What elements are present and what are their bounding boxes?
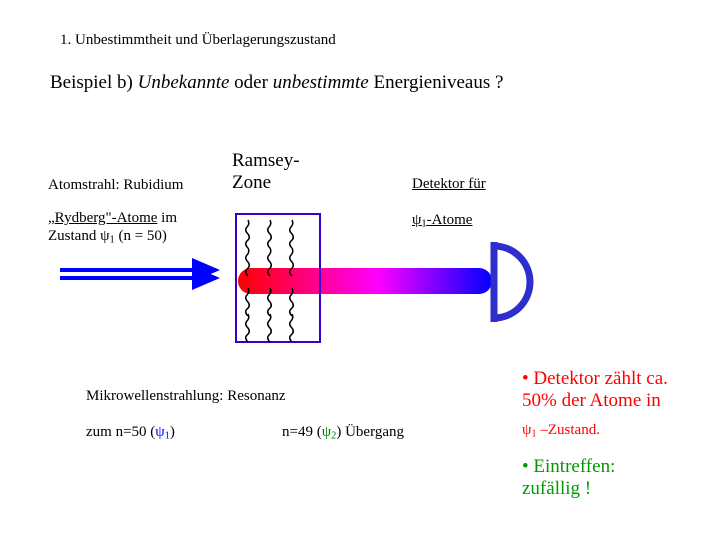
zum-psi1: ψ1: [155, 424, 170, 440]
n49-prefix: n=49 (: [282, 424, 322, 440]
zum-prefix: zum n=50 (: [86, 424, 155, 440]
mikrowellen-label: Mikrowellenstrahlung: Resonanz: [86, 388, 286, 405]
bullet-detector-line1: • Detektor zählt ca.: [522, 368, 668, 390]
zum-suffix: ): [170, 424, 175, 440]
bullet-eintreffen-line2: zufällig !: [522, 478, 591, 500]
n49-psi2: ψ2: [322, 424, 337, 440]
zum-n50-label: zum n=50 (ψ1): [86, 424, 175, 442]
atom-beam: [238, 268, 492, 294]
bullet-psi1-zustand: ψ1 –Zustand.: [522, 422, 600, 440]
detector-icon: [494, 242, 530, 322]
bullet-detector-line2: 50% der Atome in: [522, 390, 661, 412]
n49-label: n=49 (ψ2) Übergang: [282, 424, 404, 442]
n49-suffix: ) Übergang: [336, 424, 404, 440]
bullet-eintreffen-line1: • Eintreffen:: [522, 456, 615, 478]
